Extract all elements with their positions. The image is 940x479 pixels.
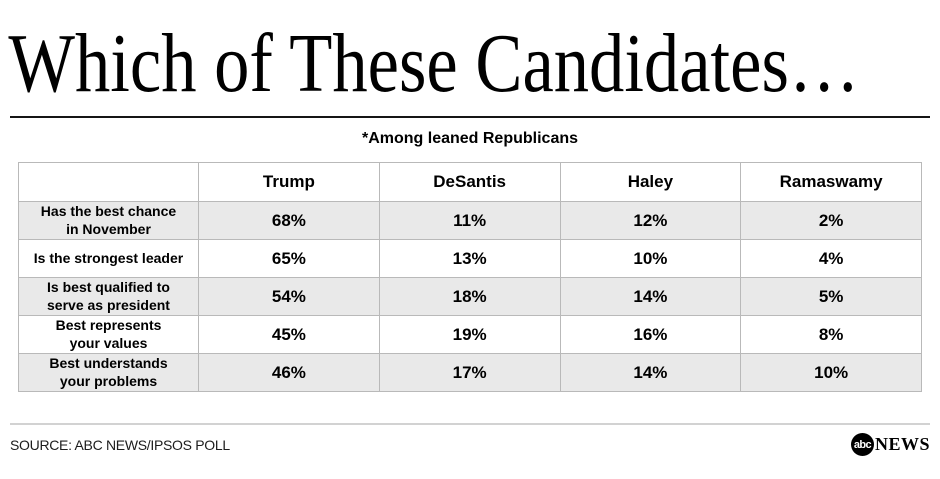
abc-logo-icon: abc: [850, 433, 874, 456]
table-row: Has the best chance in November 68% 11% 12%…: [18, 201, 922, 240]
value-cell-ramaswamy: 5%: [740, 277, 922, 316]
row-label: Has the best chance in November: [18, 201, 199, 240]
page-title: Which of These Candidates…: [8, 17, 860, 110]
poll-table-body: Has the best chance in November 68% 11% 12%…: [18, 201, 922, 392]
abc-news-logo: abc NEWS: [850, 433, 930, 456]
value-cell-desantis: 11%: [378, 201, 561, 240]
row-label: Best represents your values: [18, 315, 199, 354]
value-cell-haley: 10%: [559, 239, 742, 278]
value-cell-desantis: 17%: [378, 353, 561, 392]
value-cell-desantis: 18%: [378, 277, 561, 316]
footer: SOURCE: ABC NEWS/IPSOS POLL abc NEWS: [10, 433, 930, 456]
table-row: Is the strongest leader 65% 13% 10% 4%: [18, 239, 922, 278]
table-row: Best understands your problems 46% 17% 14% 1…: [18, 353, 922, 392]
abc-news-wordmark: NEWS: [874, 434, 930, 454]
row-label: Is the strongest leader: [18, 239, 199, 278]
value-cell-ramaswamy: 2%: [740, 201, 922, 240]
value-cell-trump: 65%: [198, 239, 380, 278]
value-cell-ramaswamy: 8%: [740, 315, 922, 354]
row-label: Best understands your problems: [18, 353, 199, 392]
subtitle: *Among leaned Republicans: [361, 130, 579, 147]
value-cell-haley: 14%: [559, 277, 742, 316]
source-text: SOURCE: ABC NEWS/IPSOS POLL: [10, 436, 230, 453]
value-cell-desantis: 13%: [378, 239, 561, 278]
col-header-ramaswamy: Ramaswamy: [740, 162, 922, 202]
col-header-empty: [18, 162, 199, 202]
table-row: Best represents your values 45% 19% 16% 8%: [18, 315, 922, 354]
poll-table: Trump DeSantis Haley Ramaswamy Has the b…: [18, 162, 922, 392]
value-cell-trump: 45%: [198, 315, 380, 354]
col-header-haley: Haley: [559, 162, 742, 202]
title-divider: [10, 116, 930, 118]
row-label: Is best qualified to serve as president: [18, 277, 199, 316]
col-header-trump: Trump: [198, 162, 380, 202]
value-cell-trump: 68%: [198, 201, 380, 240]
value-cell-haley: 16%: [559, 315, 742, 354]
value-cell-desantis: 19%: [378, 315, 561, 354]
value-cell-trump: 46%: [198, 353, 380, 392]
value-cell-haley: 14%: [559, 353, 742, 392]
poll-table-head: Trump DeSantis Haley Ramaswamy: [18, 162, 922, 202]
value-cell-ramaswamy: 10%: [740, 353, 922, 392]
table-header-row: Trump DeSantis Haley Ramaswamy: [18, 162, 922, 202]
col-header-desantis: DeSantis: [378, 162, 561, 202]
footer-divider: [10, 423, 930, 425]
value-cell-ramaswamy: 4%: [740, 239, 922, 278]
value-cell-trump: 54%: [198, 277, 380, 316]
table-row: Is best qualified to serve as president 5…: [18, 277, 922, 316]
value-cell-haley: 12%: [559, 201, 742, 240]
